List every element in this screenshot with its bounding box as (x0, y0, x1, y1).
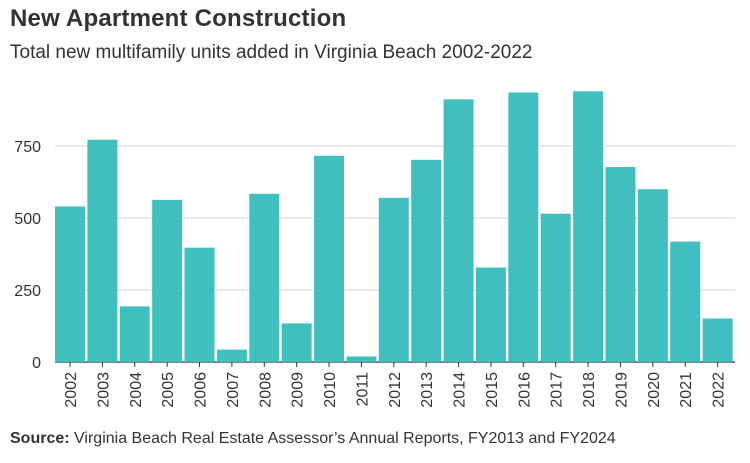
x-tick-label: 2006 (193, 372, 210, 408)
y-tick-label: 250 (14, 283, 41, 300)
bar-2005 (152, 199, 183, 362)
bar-2014 (443, 99, 474, 363)
x-tick-label: 2021 (678, 372, 695, 408)
bar-2009 (281, 323, 312, 362)
bars (55, 91, 733, 363)
x-tick-label: 2008 (257, 372, 274, 408)
bar-2010 (314, 155, 345, 362)
bar-2020 (637, 189, 668, 362)
y-tick-label: 500 (14, 211, 41, 228)
bar-2008 (249, 193, 280, 362)
bar-2016 (508, 92, 539, 362)
bar-2011 (346, 356, 377, 362)
x-tick-label: 2010 (322, 372, 339, 408)
bar-2018 (573, 91, 604, 362)
x-tick-label: 2005 (160, 372, 177, 408)
x-tick-label: 2018 (581, 372, 598, 408)
x-tick-label: 2009 (290, 372, 307, 408)
x-tick-label: 2016 (516, 372, 533, 408)
source-note: Source: Virginia Beach Real Estate Asses… (10, 430, 616, 448)
bar-2006 (184, 247, 215, 362)
x-tick-label: 2017 (549, 372, 566, 408)
source-label: Source: (10, 430, 70, 447)
x-tick-label: 2015 (484, 372, 501, 408)
bar-2017 (540, 213, 571, 362)
x-tick-label: 2004 (128, 372, 145, 408)
x-tick-label: 2012 (387, 372, 404, 408)
bar-2013 (411, 159, 442, 362)
bar-2021 (670, 241, 701, 362)
bar-2022 (702, 318, 733, 362)
x-tick-label: 2002 (63, 372, 80, 408)
bar-2019 (605, 167, 636, 362)
x-tick-label: 2003 (95, 372, 112, 408)
x-tick-label: 2007 (225, 372, 242, 408)
bar-2015 (475, 267, 506, 362)
x-tick-label: 2011 (354, 372, 371, 407)
x-axis-ticks: 2002 2003 2004 2005 2006 2007 2008 2009 2010 2011… (63, 362, 728, 408)
y-tick-label: 750 (14, 139, 41, 156)
bar-2004 (119, 306, 150, 362)
x-tick-label: 2013 (419, 372, 436, 408)
source-text: Virginia Beach Real Estate Assessor’s An… (74, 430, 616, 447)
bar-2003 (87, 139, 118, 362)
bar-2012 (378, 197, 409, 362)
x-tick-label: 2020 (646, 372, 663, 408)
bar-2002 (55, 206, 85, 362)
y-tick-label: 0 (32, 355, 41, 372)
chart-subtitle: Total new multifamily units added in Vir… (10, 42, 533, 63)
x-tick-label: 2019 (613, 372, 630, 408)
bar-2007 (216, 349, 247, 362)
chart-title: New Apartment Construction (10, 5, 347, 32)
x-tick-label: 2022 (711, 372, 728, 408)
x-tick-label: 2014 (452, 372, 469, 408)
y-axis-ticks: 0 250 500 750 (14, 139, 41, 372)
